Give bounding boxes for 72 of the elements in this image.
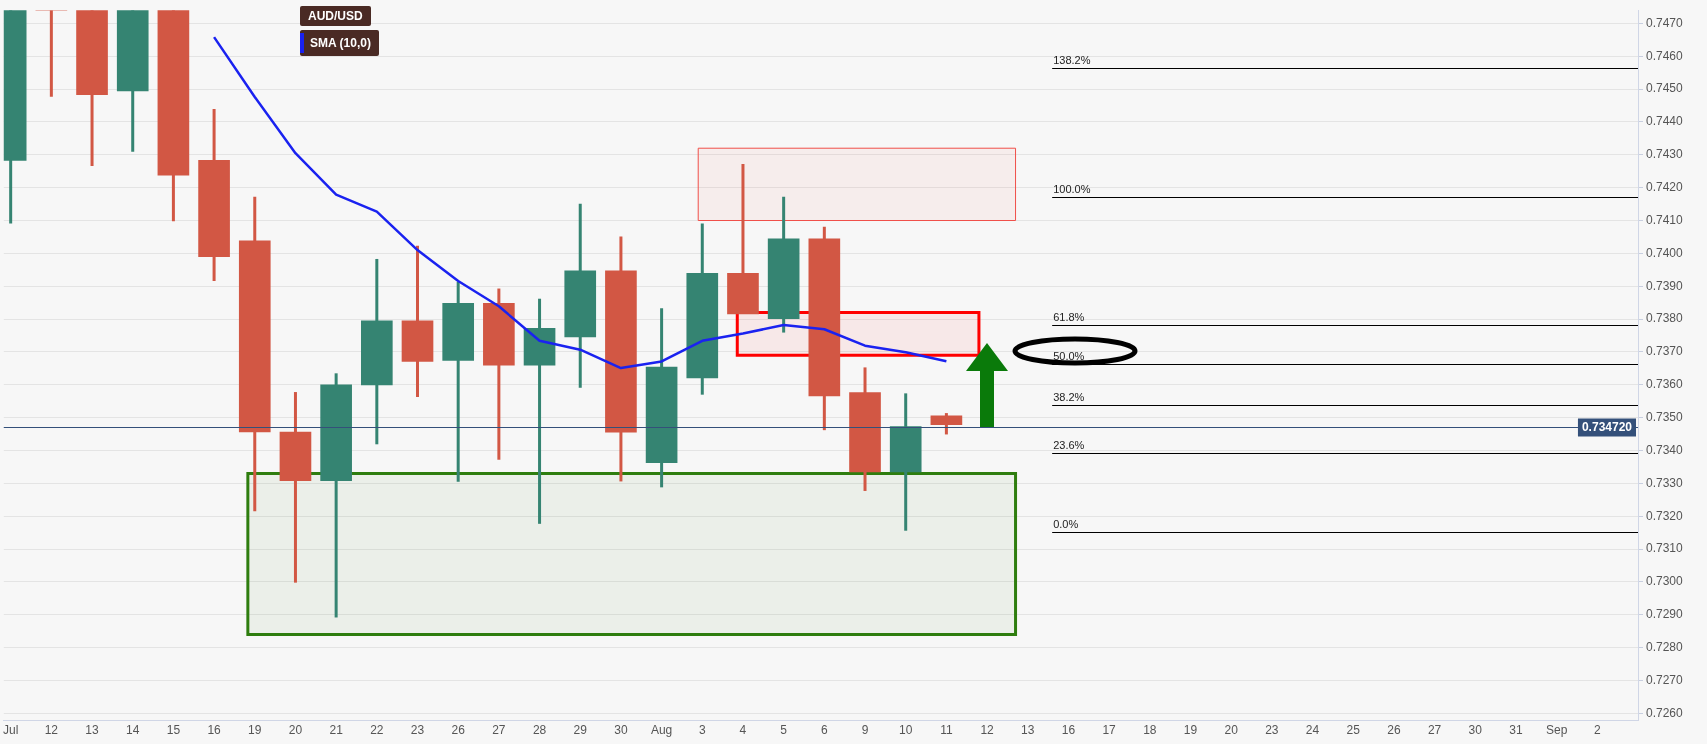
annotation: 23.6% bbox=[1053, 439, 1085, 451]
y-tick-label: 0.7340 bbox=[1646, 442, 1684, 457]
y-tick-label: 0.7410 bbox=[1646, 212, 1684, 227]
y-tick-label: 0.7350 bbox=[1646, 409, 1684, 424]
y-tick-label: 0.7320 bbox=[1646, 508, 1684, 523]
ref-line-label: 0.734720 bbox=[1581, 419, 1633, 434]
y-tick-label: 0.7300 bbox=[1646, 574, 1684, 589]
annotation: 61.8% bbox=[1053, 311, 1085, 323]
y-tick-label: 0.7370 bbox=[1646, 344, 1684, 359]
x-tick-label: 14 bbox=[126, 722, 140, 737]
x-tick-label: 11 bbox=[940, 722, 953, 737]
x-tick-label: 9 bbox=[861, 722, 869, 737]
x-tick-label: 12 bbox=[44, 722, 59, 737]
x-tick-label: 5 bbox=[780, 722, 788, 737]
x-tick-label: 2 bbox=[1593, 722, 1601, 737]
x-tick-label: 24 bbox=[1305, 722, 1320, 737]
y-tick-label: 0.7460 bbox=[1646, 48, 1684, 63]
x-tick-label: 31 bbox=[1509, 722, 1523, 737]
annotation: 100.0% bbox=[1053, 183, 1091, 195]
y-tick-label: 0.7330 bbox=[1646, 475, 1684, 490]
y-tick-label: 0.7260 bbox=[1646, 705, 1684, 720]
x-tick-label: 26 bbox=[451, 722, 466, 737]
x-tick-label: 27 bbox=[492, 722, 506, 737]
x-tick-label: 22 bbox=[370, 722, 384, 737]
y-tick-label: 0.7430 bbox=[1646, 147, 1684, 162]
y-tick-label: 0.7280 bbox=[1646, 640, 1684, 655]
x-tick-label: 20 bbox=[1224, 722, 1239, 737]
x-tick-label: 30 bbox=[1468, 722, 1483, 737]
y-tick-label: 0.7420 bbox=[1646, 179, 1684, 194]
x-tick-label: 19 bbox=[248, 722, 262, 737]
x-tick-label: 19 bbox=[1183, 722, 1198, 737]
x-tick-label: 23 bbox=[1265, 722, 1279, 737]
x-tick-label: 16 bbox=[207, 722, 222, 737]
annotation: 0.0% bbox=[1053, 518, 1079, 530]
annotation: 50.0% bbox=[1053, 350, 1085, 362]
x-tick-label: Aug bbox=[650, 722, 673, 737]
x-tick-label: 28 bbox=[532, 722, 547, 737]
x-tick-label: 13 bbox=[1021, 722, 1035, 737]
x-tick-label: 30 bbox=[614, 722, 628, 737]
legend-label: SMA (10,0) bbox=[310, 36, 371, 50]
y-tick-label: 0.7470 bbox=[1646, 15, 1684, 30]
x-tick-label: Sep bbox=[1545, 722, 1568, 737]
x-tick-label: 17 bbox=[1102, 722, 1117, 737]
x-tick-label: 23 bbox=[410, 722, 425, 737]
x-tick-label: 21 bbox=[329, 722, 344, 737]
y-tick-label: 0.7310 bbox=[1646, 541, 1684, 556]
x-tick-label: 18 bbox=[1143, 722, 1157, 737]
y-tick-label: 0.7270 bbox=[1646, 672, 1684, 687]
chart-title: AUD/USD bbox=[300, 6, 371, 26]
y-tick-label: 0.7450 bbox=[1646, 81, 1684, 96]
x-tick-label: 25 bbox=[1346, 722, 1361, 737]
x-tick-label: Jul bbox=[3, 722, 19, 737]
x-tick-label: 10 bbox=[899, 722, 913, 737]
annotation: 38.2% bbox=[1053, 391, 1085, 403]
y-tick-label: 0.7290 bbox=[1646, 607, 1684, 622]
x-tick-label: 16 bbox=[1061, 722, 1076, 737]
x-tick-label: 15 bbox=[166, 722, 181, 737]
annotation: 138.2% bbox=[1053, 54, 1091, 66]
x-tick-label: 29 bbox=[573, 722, 588, 737]
x-tick-label: 26 bbox=[1387, 722, 1401, 737]
y-tick-label: 0.7400 bbox=[1646, 245, 1684, 260]
x-tick-label: 27 bbox=[1427, 722, 1442, 737]
y-tick-label: 0.7390 bbox=[1646, 278, 1684, 293]
x-tick-label: 20 bbox=[288, 722, 303, 737]
x-tick-label: 12 bbox=[980, 722, 995, 737]
x-tick-label: 3 bbox=[698, 722, 706, 737]
x-tick-label: 6 bbox=[820, 722, 828, 737]
x-tick-label: 13 bbox=[85, 722, 100, 737]
x-tick-label: 4 bbox=[739, 722, 747, 737]
y-tick-label: 0.7380 bbox=[1646, 311, 1684, 326]
y-tick-label: 0.7360 bbox=[1646, 377, 1684, 392]
y-tick-label: 0.7440 bbox=[1646, 114, 1684, 129]
